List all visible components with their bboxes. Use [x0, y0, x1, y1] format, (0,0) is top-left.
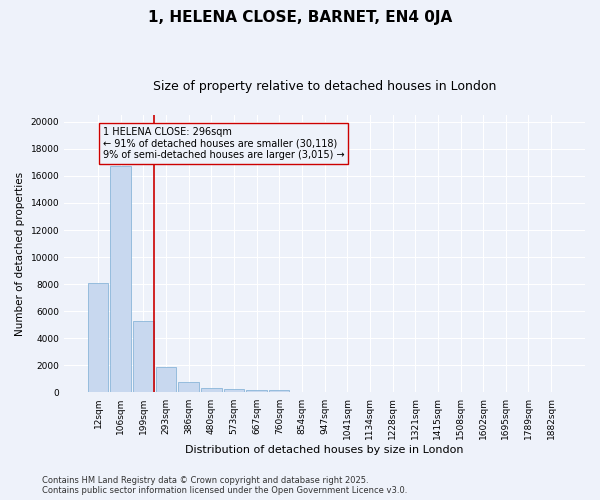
Bar — [88, 283, 108, 393]
Text: 1 HELENA CLOSE: 296sqm
← 91% of detached houses are smaller (30,118)
9% of semi-: 1 HELENA CLOSE: 296sqm ← 91% of detached… — [103, 127, 344, 160]
Bar — [201, 388, 221, 392]
Text: Contains HM Land Registry data © Crown copyright and database right 2025.
Contai: Contains HM Land Registry data © Crown c… — [42, 476, 407, 495]
Text: 1, HELENA CLOSE, BARNET, EN4 0JA: 1, HELENA CLOSE, BARNET, EN4 0JA — [148, 10, 452, 25]
Bar — [224, 389, 244, 392]
Bar — [110, 166, 131, 392]
Title: Size of property relative to detached houses in London: Size of property relative to detached ho… — [153, 80, 496, 93]
X-axis label: Distribution of detached houses by size in London: Distribution of detached houses by size … — [185, 445, 464, 455]
Bar — [269, 390, 289, 392]
Bar — [156, 368, 176, 392]
Bar — [133, 320, 154, 392]
Bar — [178, 382, 199, 392]
Y-axis label: Number of detached properties: Number of detached properties — [15, 172, 25, 336]
Bar — [247, 390, 267, 392]
